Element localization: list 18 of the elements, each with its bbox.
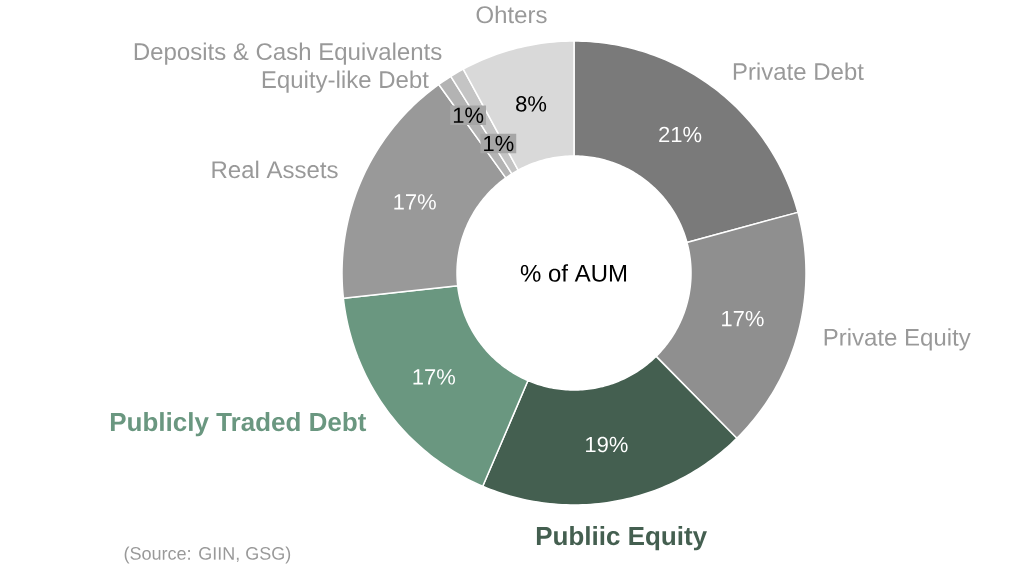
data-label: 17%	[722, 310, 764, 327]
data-label: 17%	[413, 369, 456, 385]
data-label: 1%	[453, 107, 484, 123]
slice-label: Real Assets	[212, 160, 338, 179]
data-label: 8%	[516, 96, 547, 112]
slice-label: Private Debt	[733, 62, 864, 81]
slice-label: Ohters	[476, 5, 547, 24]
text: % of AUM	[520, 264, 627, 282]
data-label: 17%	[394, 194, 436, 210]
slice-label: Publicly Traded Debt	[110, 412, 367, 437]
slice-label: Deposits & Cash Equivalents	[134, 42, 442, 65]
slice-label: Equity-like Debt	[262, 70, 429, 93]
text: (Source: GIIN, GSG)	[124, 546, 291, 564]
data-label: 1%	[484, 135, 514, 152]
data-label: 21%	[659, 126, 702, 143]
slice-label: Publiic Equity	[536, 526, 707, 551]
slice-label: Private Equity	[824, 328, 971, 351]
data-label: 19%	[586, 436, 628, 453]
